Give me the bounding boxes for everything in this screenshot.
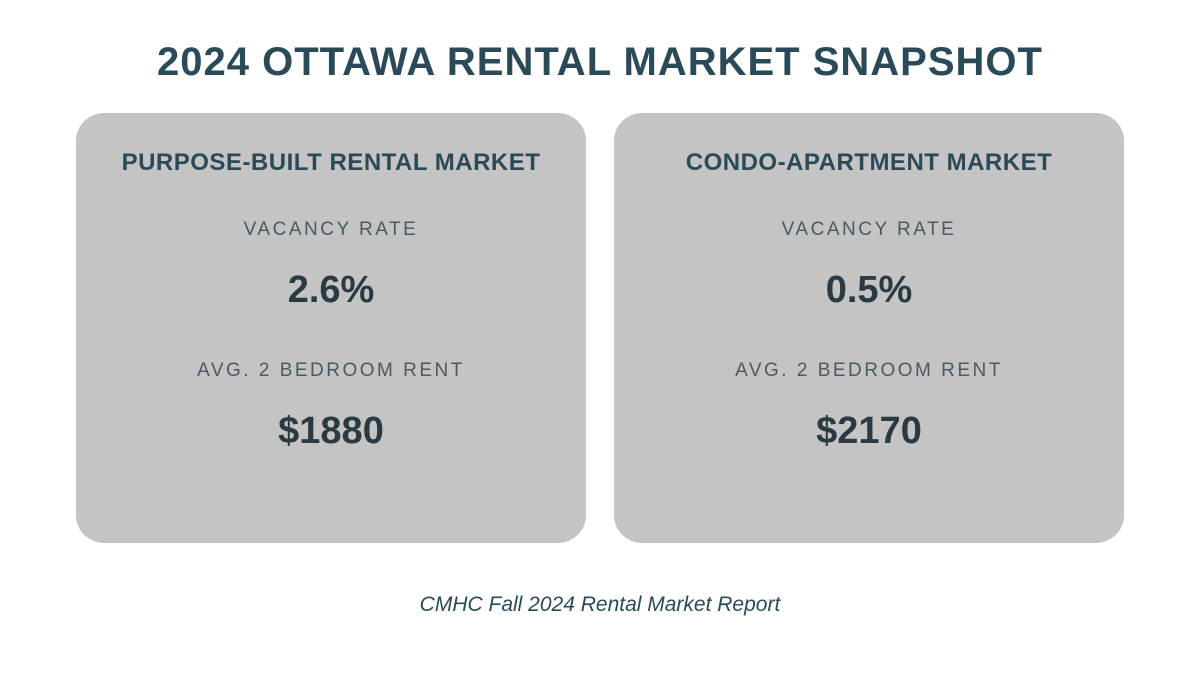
rent-label: AVG. 2 BEDROOM RENT (735, 360, 1003, 382)
vacancy-label: VACANCY RATE (244, 219, 419, 241)
rent-label: AVG. 2 BEDROOM RENT (197, 360, 465, 382)
footer-source: CMHC Fall 2024 Rental Market Report (420, 593, 781, 617)
rent-value: $2170 (816, 410, 922, 453)
page-title: 2024 OTTAWA RENTAL MARKET SNAPSHOT (157, 40, 1043, 85)
vacancy-label: VACANCY RATE (782, 219, 957, 241)
card-title: CONDO-APARTMENT MARKET (686, 149, 1053, 177)
vacancy-value: 0.5% (826, 269, 913, 312)
vacancy-value: 2.6% (288, 269, 375, 312)
rent-value: $1880 (278, 410, 384, 453)
card-condo-apartment: CONDO-APARTMENT MARKET VACANCY RATE 0.5%… (614, 113, 1124, 543)
card-purpose-built: PURPOSE-BUILT RENTAL MARKET VACANCY RATE… (76, 113, 586, 543)
cards-row: PURPOSE-BUILT RENTAL MARKET VACANCY RATE… (76, 113, 1124, 543)
infographic-page: 2024 OTTAWA RENTAL MARKET SNAPSHOT PURPO… (0, 0, 1200, 675)
card-title: PURPOSE-BUILT RENTAL MARKET (122, 149, 541, 177)
